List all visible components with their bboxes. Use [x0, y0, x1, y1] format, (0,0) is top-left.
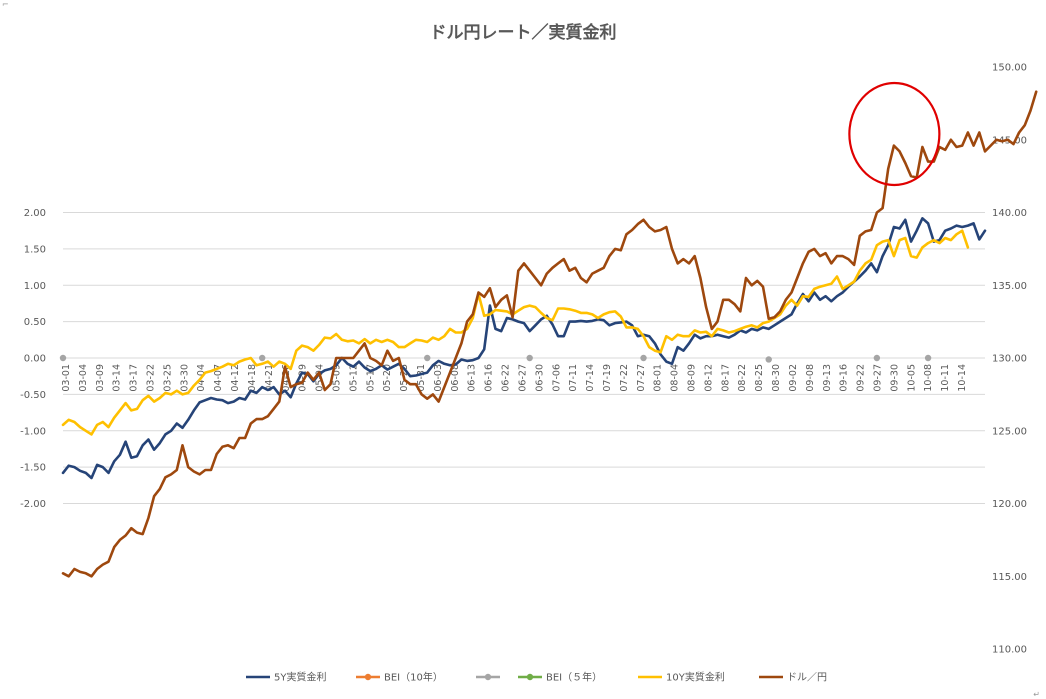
x-tick-label: 05-12 [348, 364, 359, 392]
x-tick-label: 08-01 [653, 364, 664, 392]
gray-series-point [526, 354, 533, 362]
x-tick-label: 09-08 [805, 364, 816, 392]
x-tick-label: 07-14 [585, 364, 596, 392]
x-tick-label: 05-31 [416, 364, 427, 392]
corner-mark-bottom-right: ↵ [1033, 690, 1040, 699]
x-tick-label: 03-17 [129, 364, 140, 392]
y-left-tick-label: 2.00 [24, 208, 46, 219]
series-line [61, 217, 987, 480]
x-tick-label: 08-04 [670, 364, 681, 392]
x-tick-label: 06-13 [467, 364, 478, 392]
x-tick-label: 06-08 [450, 364, 461, 392]
y-left-tick-label: 0.50 [24, 317, 46, 328]
x-tick-label: 09-13 [822, 364, 833, 392]
x-tick-label: 10-08 [923, 364, 934, 392]
legend-marker [526, 673, 534, 681]
x-tick-label: 03-09 [95, 364, 106, 392]
gray-series-point [765, 356, 772, 363]
annotation-circle [848, 81, 941, 187]
x-tick-label: 06-27 [517, 364, 528, 392]
x-tick-label: 07-06 [551, 364, 562, 392]
x-tick-label: 03-01 [61, 364, 72, 392]
y-left-tick-label: -0.50 [20, 390, 46, 401]
x-tick-label: 08-30 [771, 364, 782, 392]
x-tick-label: 09-16 [839, 364, 850, 392]
y-left-tick-label: 1.50 [24, 244, 46, 255]
x-tick-label: 09-30 [889, 364, 900, 392]
x-tick-label: 06-30 [534, 364, 545, 392]
x-tick-label: 10-14 [957, 364, 968, 392]
legend-label: ドル／円 [787, 672, 827, 684]
y-right-tick-label: 125.00 [992, 426, 1027, 437]
x-tick-label: 04-21 [264, 364, 275, 392]
series-line [61, 229, 970, 436]
y-left-tick-label: -1.50 [20, 463, 46, 474]
x-tick-label: 08-12 [703, 364, 714, 392]
x-tick-label: 07-11 [568, 364, 579, 392]
x-tick-label: 10-11 [940, 364, 951, 392]
x-tick-label: 06-03 [433, 364, 444, 392]
x-tick-label: 10-05 [906, 364, 917, 392]
y-left-tick-label: 0.00 [24, 354, 46, 365]
gray-series-point [258, 354, 266, 362]
x-tick-label: 03-14 [112, 364, 123, 392]
x-tick-label: 04-26 [281, 364, 292, 392]
gray-series-point [424, 354, 431, 362]
x-tick-label: 08-09 [687, 364, 698, 392]
gray-series-point [873, 354, 881, 362]
x-tick-label: 05-09 [331, 364, 342, 392]
y-left-tick-label: 1.00 [24, 281, 46, 292]
x-tick-label: 04-18 [247, 364, 258, 392]
x-tick-label: 04-07 [213, 364, 224, 392]
corner-mark-top-left: ⌐ [2, 0, 9, 9]
y-right-tick-label: 135.00 [992, 281, 1027, 292]
y-right-tick-label: 150.00 [992, 63, 1027, 74]
gray-series-point [924, 354, 932, 362]
legend-label: 10Y実質金利 [666, 671, 725, 684]
x-tick-label: 04-29 [298, 364, 309, 392]
x-tick-label: 04-12 [230, 364, 241, 392]
x-tick-label: 03-30 [179, 364, 190, 392]
x-tick-label: 09-02 [788, 364, 799, 392]
y-right-tick-label: 130.00 [992, 354, 1027, 365]
x-tick-label: 07-19 [602, 364, 613, 392]
y-right-tick-label: 140.00 [992, 208, 1027, 219]
x-tick-label: 07-27 [636, 364, 647, 392]
y-left-tick-label: -1.00 [20, 426, 46, 437]
x-tick-label: 03-25 [162, 364, 173, 392]
series-line [61, 90, 1038, 578]
x-tick-label: 08-22 [737, 364, 748, 392]
y-right-tick-label: 120.00 [992, 499, 1027, 510]
legend-marker [364, 673, 372, 681]
x-tick-label: 05-17 [365, 364, 376, 392]
x-tick-label: 09-22 [856, 364, 867, 392]
x-tick-label: 09-27 [872, 364, 883, 392]
x-tick-label: 03-04 [78, 364, 89, 392]
y-right-tick-label: 110.00 [992, 645, 1027, 656]
x-tick-label: 06-16 [484, 364, 495, 392]
legend-marker [484, 673, 492, 681]
x-tick-label: 05-20 [382, 364, 393, 392]
gray-series-point [640, 354, 647, 362]
chart-title: ドル円レート／実質金利 [429, 23, 617, 43]
y-left-tick-label: -2.00 [20, 499, 46, 510]
x-tick-label: 08-17 [720, 364, 731, 392]
legend-label: 5Y実質金利 [274, 671, 326, 684]
x-tick-label: 07-22 [619, 364, 630, 392]
y-right-tick-label: 115.00 [992, 572, 1027, 583]
gray-series-point [59, 354, 67, 362]
x-tick-label: 06-22 [501, 364, 512, 392]
x-tick-label: 03-22 [146, 364, 157, 392]
x-tick-label: 08-25 [754, 364, 765, 392]
legend-label: BEI（５年） [546, 671, 602, 684]
legend-label: BEI（10年） [384, 671, 443, 684]
